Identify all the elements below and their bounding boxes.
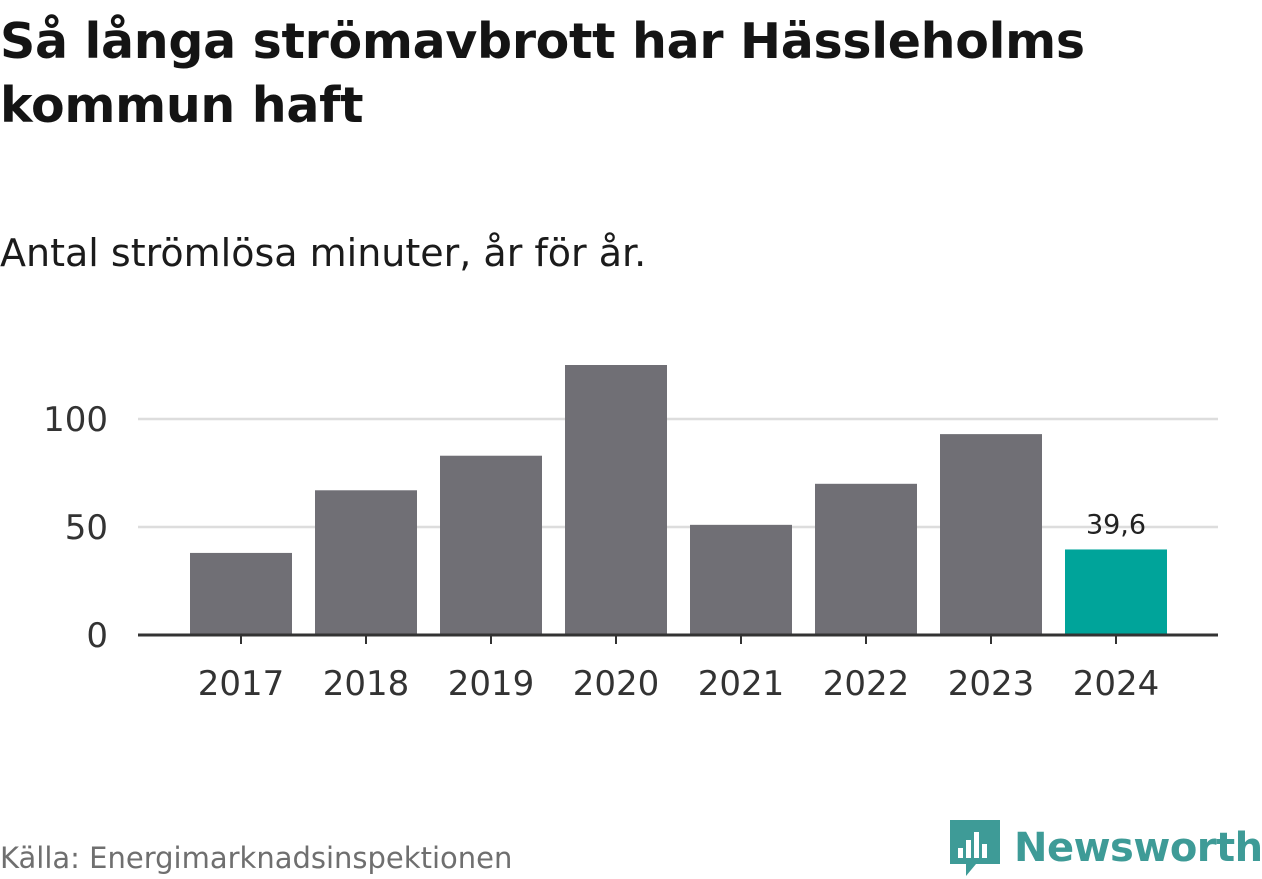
bar-2020 <box>565 365 667 635</box>
y-tick-label: 0 <box>86 616 108 656</box>
bar-chart: 0 50 100 2017 2018 2019 2020 2021 2022 2023 2024 39… <box>43 365 1218 704</box>
bar-2017 <box>190 552 292 635</box>
chart-subtitle: Antal strömlösa minuter, år för år. <box>0 231 647 275</box>
x-tick-label: 2020 <box>573 664 660 704</box>
gridlines <box>138 417 1218 529</box>
chart-title: Så långa strömavbrott har Hässleholms ko… <box>0 13 1085 134</box>
y-tick-label: 100 <box>43 400 108 440</box>
axes <box>138 633 1218 644</box>
newsworthy-logo-icon <box>950 820 1000 876</box>
x-tick-label: 2022 <box>823 664 910 704</box>
bar-2019 <box>440 455 542 635</box>
bar-2024 <box>1065 549 1167 635</box>
bar-2022 <box>815 483 917 635</box>
brand: Newsworthy <box>950 820 1262 876</box>
bar-2023 <box>940 434 1042 635</box>
brand-name: Newsworthy <box>1014 825 1262 871</box>
y-tick-label: 50 <box>65 508 108 548</box>
bar-2021 <box>690 524 792 635</box>
x-tick-label: 2019 <box>448 664 535 704</box>
x-tick-label: 2023 <box>948 664 1035 704</box>
x-tick-label: 2018 <box>323 664 410 704</box>
x-tick-label: 2024 <box>1073 664 1160 704</box>
data-label: 39,6 <box>1086 509 1146 540</box>
source-note: Källa: Energimarknadsinspektionen <box>0 841 513 875</box>
bars <box>190 365 1167 635</box>
labels: 0 50 100 2017 2018 2019 2020 2021 2022 2023 2024 39… <box>43 400 1159 704</box>
x-tick-label: 2017 <box>198 664 285 704</box>
bar-2018 <box>315 490 417 635</box>
x-tick-label: 2021 <box>698 664 785 704</box>
